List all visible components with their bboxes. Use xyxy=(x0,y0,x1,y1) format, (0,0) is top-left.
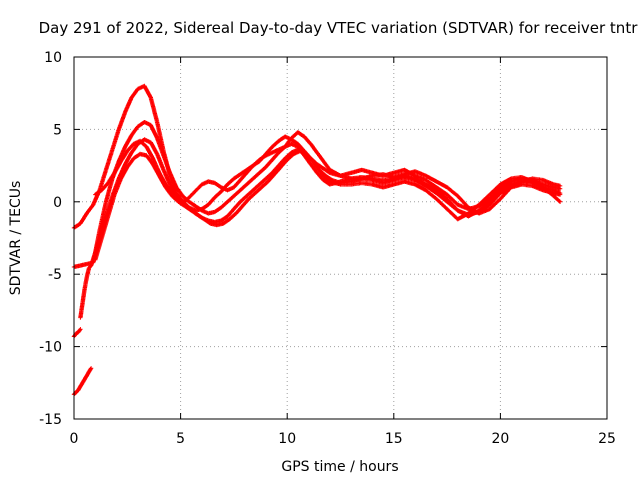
x-tick-label: 15 xyxy=(385,431,403,447)
x-tick-label: 5 xyxy=(176,431,185,447)
y-tick-label: 5 xyxy=(53,122,62,138)
data-marks xyxy=(71,83,563,397)
plot-frame xyxy=(73,56,608,420)
x-tick-label: 10 xyxy=(278,431,296,447)
y-tick-label: 0 xyxy=(53,195,62,211)
y-tick-label: -5 xyxy=(48,267,62,283)
series-arc-5 xyxy=(71,130,563,339)
y-axis-label: SDTVAR / TECUs xyxy=(8,181,24,296)
series-points xyxy=(71,148,563,397)
axis-ticks: 0 5 10 15 20 25 -15 -10 -5 0 5 10 xyxy=(39,50,616,447)
y-tick-label: 10 xyxy=(44,50,62,66)
series-points xyxy=(71,130,563,339)
y-tick-label: -15 xyxy=(39,412,62,428)
x-tick-label: 0 xyxy=(70,431,79,447)
chart-title: Day 291 of 2022, Sidereal Day-to-day VTE… xyxy=(39,19,639,37)
grid-lines xyxy=(74,57,607,419)
series-arc-4 xyxy=(71,148,563,397)
x-axis-label: GPS time / hours xyxy=(281,459,398,475)
x-tick-label: 25 xyxy=(598,431,616,447)
x-tick-label: 20 xyxy=(491,431,509,447)
y-tick-label: -10 xyxy=(39,340,62,356)
